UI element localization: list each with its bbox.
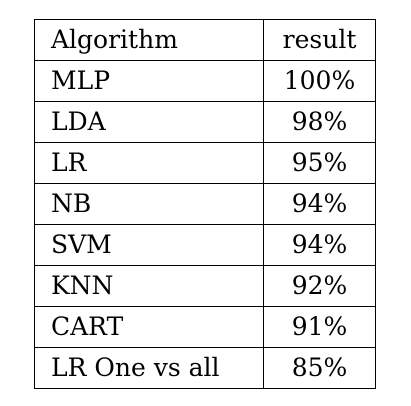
table-row: KNN 92% — [34, 265, 376, 307]
header-algorithm: Algorithm — [34, 19, 264, 61]
table-row: LR One vs all 85% — [34, 347, 376, 389]
table-header: Algorithm result — [34, 19, 376, 61]
cell-result: 92% — [263, 265, 376, 307]
cell-algorithm: CART — [34, 306, 264, 348]
results-table: Algorithm result MLP 100% LDA 98% LR 95%… — [34, 19, 376, 389]
cell-algorithm: MLP — [34, 60, 264, 102]
table-row: NB 94% — [34, 183, 376, 225]
header-row: Algorithm result — [34, 19, 376, 61]
cell-result: 85% — [263, 347, 376, 389]
cell-result: 100% — [263, 60, 376, 102]
cell-algorithm: LDA — [34, 101, 264, 143]
table-body: MLP 100% LDA 98% LR 95% NB 94% SVM 94% K… — [34, 60, 376, 389]
cell-algorithm: KNN — [34, 265, 264, 307]
table-row: LDA 98% — [34, 101, 376, 143]
cell-algorithm: LR — [34, 142, 264, 184]
cell-result: 91% — [263, 306, 376, 348]
table-row: MLP 100% — [34, 60, 376, 102]
cell-algorithm: SVM — [34, 224, 264, 266]
header-result: result — [263, 19, 376, 61]
cell-result: 98% — [263, 101, 376, 143]
cell-result: 94% — [263, 224, 376, 266]
cell-result: 94% — [263, 183, 376, 225]
cell-result: 95% — [263, 142, 376, 184]
table-row: SVM 94% — [34, 224, 376, 266]
cell-algorithm: LR One vs all — [34, 347, 264, 389]
table-row: CART 91% — [34, 306, 376, 348]
table-row: LR 95% — [34, 142, 376, 184]
cell-algorithm: NB — [34, 183, 264, 225]
